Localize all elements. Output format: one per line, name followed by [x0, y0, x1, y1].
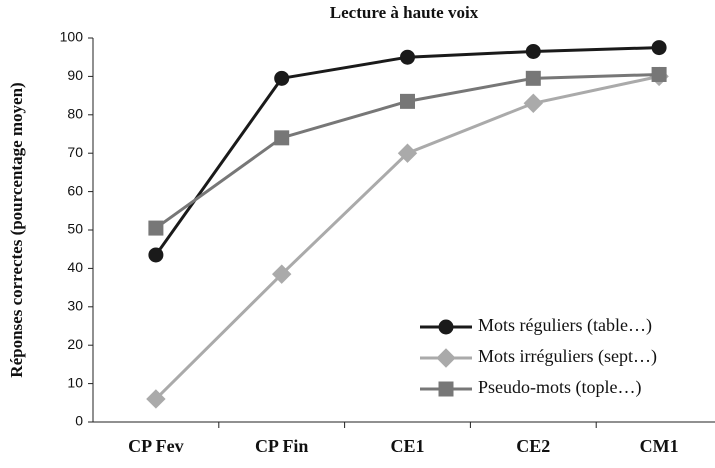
data-point [148, 247, 164, 263]
data-point [274, 130, 290, 146]
y-tick-label: 50 [67, 221, 83, 237]
legend-label: Mots réguliers (table…) [478, 315, 652, 336]
y-tick-label: 90 [67, 67, 83, 83]
legend-label: Mots irréguliers (sept…) [478, 346, 657, 367]
data-point [525, 70, 541, 86]
y-tick-label: 20 [67, 336, 83, 352]
y-tick-label: 100 [60, 29, 84, 45]
y-tick-label: 40 [67, 259, 83, 275]
legend-marker [436, 348, 456, 368]
data-point [651, 40, 667, 56]
y-tick-label: 80 [67, 106, 83, 122]
x-tick-label: CE1 [390, 436, 424, 456]
legend-marker [438, 319, 454, 335]
x-tick-label: CM1 [640, 436, 679, 456]
y-tick-label: 0 [75, 413, 83, 429]
data-point [271, 264, 292, 284]
y-tick-label: 70 [67, 144, 83, 160]
data-point [525, 43, 541, 59]
data-point [651, 66, 667, 82]
legend-label: Pseudo-mots (tople…) [478, 377, 642, 398]
x-tick-label: CP Fin [255, 436, 309, 456]
data-point [274, 70, 290, 86]
x-tick-label: CP Fev [128, 436, 184, 456]
data-point [400, 49, 415, 65]
data-point [523, 93, 544, 113]
data-point [397, 143, 418, 163]
y-tick-label: 30 [67, 298, 83, 314]
y-tick-label: 10 [67, 374, 83, 390]
y-tick-label: 60 [67, 182, 83, 198]
data-point [148, 220, 164, 236]
chart-title: Lecture à haute voix [330, 3, 479, 22]
legend-marker [438, 381, 454, 397]
data-point [146, 389, 166, 409]
data-point [400, 93, 415, 109]
y-axis-label: Réponses correctes (pourcentage moyen) [7, 82, 26, 377]
x-tick-label: CE2 [516, 436, 550, 456]
